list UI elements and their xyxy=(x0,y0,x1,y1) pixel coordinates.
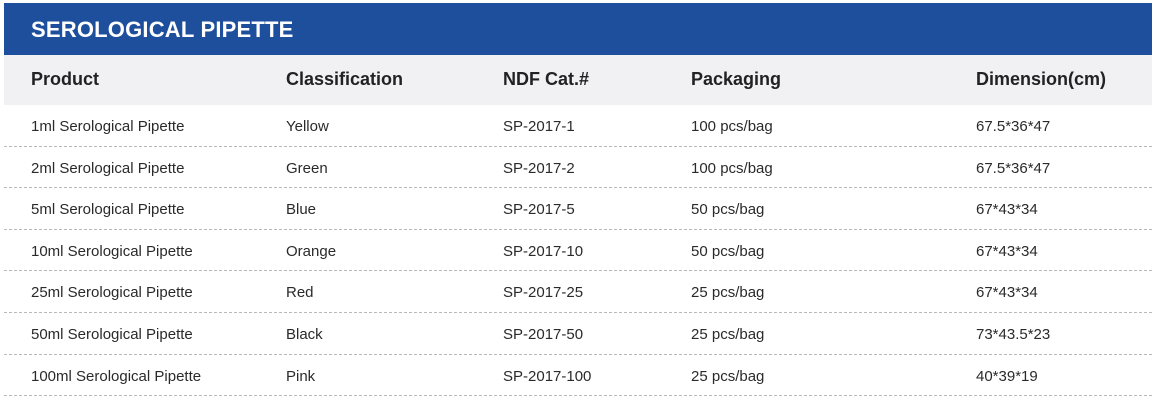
cell-product: 50ml Serological Pipette xyxy=(31,325,193,343)
cell-packaging: 100 pcs/bag xyxy=(691,118,773,135)
table-row: 1ml Serological Pipette Yellow SP-2017-1… xyxy=(4,105,1152,147)
cell-product: 10ml Serological Pipette xyxy=(31,242,193,260)
cell-cat-number: SP-2017-25 xyxy=(503,284,584,302)
cell-packaging: 50 pcs/bag xyxy=(691,201,765,219)
table-header: Product Classification NDF Cat.# Packagi… xyxy=(4,55,1152,105)
cell-product: 25ml Serological Pipette xyxy=(31,284,193,302)
cell-classification: Orange xyxy=(286,242,337,260)
cell-product: 1ml Serological Pipette xyxy=(31,118,185,135)
cell-packaging: 100 pcs/bag xyxy=(691,159,773,177)
table-row: 25ml Serological Pipette Red SP-2017-25 … xyxy=(4,271,1152,313)
cell-packaging: 25 pcs/bag xyxy=(691,325,765,343)
column-header-cat-number: NDF Cat.# xyxy=(503,69,590,89)
table-body: 1ml Serological Pipette Yellow SP-2017-1… xyxy=(4,105,1152,397)
cell-dimension: 67*43*34 xyxy=(976,284,1038,302)
cell-product: 5ml Serological Pipette xyxy=(31,201,185,219)
table-row: 10ml Serological Pipette Orange SP-2017-… xyxy=(4,230,1152,272)
cell-classification: Yellow xyxy=(286,118,329,135)
column-header-dimension: Dimension(cm) xyxy=(976,69,1107,89)
table-row: 50ml Serological Pipette Black SP-2017-5… xyxy=(4,313,1152,355)
table-row: 5ml Serological Pipette Blue SP-2017-5 5… xyxy=(4,188,1152,230)
cell-product: 2ml Serological Pipette xyxy=(31,159,185,177)
cell-classification: Blue xyxy=(286,201,317,219)
column-header-classification: Classification xyxy=(286,69,404,89)
page-title: SEROLOGICAL PIPETTE xyxy=(31,17,294,42)
cell-dimension: 73*43.5*23 xyxy=(976,325,1051,343)
cell-cat-number: SP-2017-50 xyxy=(503,325,584,343)
cell-dimension: 67.5*36*47 xyxy=(976,118,1051,135)
title-banner: SEROLOGICAL PIPETTE xyxy=(4,3,1152,55)
cell-dimension: 67*43*34 xyxy=(976,201,1038,219)
cell-classification: Red xyxy=(286,284,314,302)
cell-dimension: 40*39*19 xyxy=(976,367,1038,385)
column-header-product: Product xyxy=(31,69,100,89)
table-row: 100ml Serological Pipette Pink SP-2017-1… xyxy=(4,355,1152,397)
cell-cat-number: SP-2017-1 xyxy=(503,118,575,135)
cell-dimension: 67*43*34 xyxy=(976,242,1038,260)
cell-cat-number: SP-2017-2 xyxy=(503,159,575,177)
cell-dimension: 67.5*36*47 xyxy=(976,159,1051,177)
cell-classification: Pink xyxy=(286,367,316,385)
table-row: 2ml Serological Pipette Green SP-2017-2 … xyxy=(4,147,1152,189)
cell-packaging: 25 pcs/bag xyxy=(691,367,765,385)
cell-cat-number: SP-2017-10 xyxy=(503,242,584,260)
cell-classification: Green xyxy=(286,159,328,177)
cell-packaging: 25 pcs/bag xyxy=(691,284,765,302)
column-header-packaging: Packaging xyxy=(691,69,782,89)
cell-cat-number: SP-2017-100 xyxy=(503,367,592,385)
cell-product: 100ml Serological Pipette xyxy=(31,367,202,385)
cell-classification: Black xyxy=(286,325,323,343)
cell-cat-number: SP-2017-5 xyxy=(503,201,575,219)
cell-packaging: 50 pcs/bag xyxy=(691,242,765,260)
